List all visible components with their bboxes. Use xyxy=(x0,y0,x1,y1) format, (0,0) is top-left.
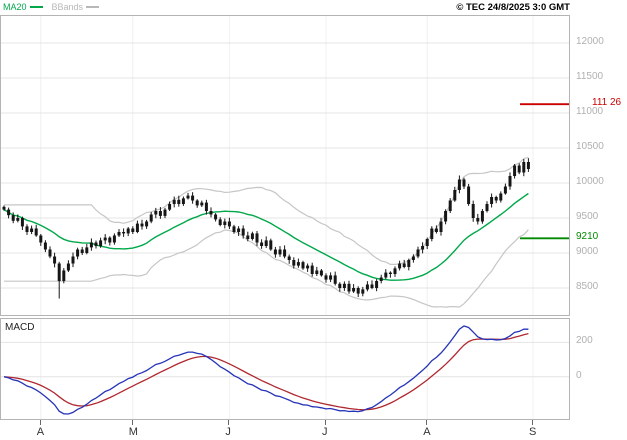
time-axis-tick xyxy=(39,420,41,425)
time-axis-label: A xyxy=(423,426,431,438)
time-axis-label: J xyxy=(322,426,328,438)
price-axis-label: 9000 xyxy=(576,246,599,257)
macd-signal-line xyxy=(3,332,529,411)
copyright-timestamp: © TEC 24/8/2025 3:0 GMT xyxy=(456,2,570,13)
time-axis-tick xyxy=(131,420,133,425)
ma20-legend-label: MA20 xyxy=(3,2,27,12)
price-axis-label: 8500 xyxy=(576,281,599,292)
price-axis-label: 11500 xyxy=(576,71,604,82)
price-panel xyxy=(0,15,570,316)
price-axis-label: 12000 xyxy=(576,36,604,47)
time-axis-tick xyxy=(325,420,326,425)
alert-price-low-label: 9210 xyxy=(576,231,599,243)
price-axis-label: 9500 xyxy=(576,211,599,222)
macd-axis-label: 200 xyxy=(576,335,593,347)
price-axis-label: 10500 xyxy=(576,141,604,152)
macd-axis-label: 0 xyxy=(576,369,582,381)
macd-panel: MACD xyxy=(0,318,570,420)
ma20-line-swatch-icon xyxy=(29,6,43,8)
bbands-line-swatch-icon xyxy=(86,6,100,8)
time-axis-tick xyxy=(426,420,428,425)
macd-line xyxy=(3,325,529,415)
price-axis-label: 11000 xyxy=(576,106,604,117)
macd-panel-title: MACD xyxy=(5,322,35,333)
bbands-legend-label: BBands xyxy=(51,2,84,12)
chart-header: MA20 BBands © TEC 24/8/2025 3:0 GMT xyxy=(0,0,627,15)
bollinger-lower-line xyxy=(4,229,529,308)
time-axis-label: A xyxy=(36,426,45,438)
time-axis-label: M xyxy=(128,426,138,438)
time-axis-tick xyxy=(228,420,230,425)
time-axis-tick xyxy=(532,420,533,425)
price-axis-label: 10000 xyxy=(576,176,604,187)
time-axis-label: S xyxy=(529,426,537,438)
chart-legend: MA20 BBands xyxy=(3,2,108,12)
candlesticks xyxy=(2,158,530,299)
alert-price-high-label: 111 26 xyxy=(592,97,622,109)
time-axis-label: J xyxy=(225,426,231,438)
price-chart-canvas xyxy=(1,16,569,315)
macd-chart-canvas xyxy=(1,319,569,419)
